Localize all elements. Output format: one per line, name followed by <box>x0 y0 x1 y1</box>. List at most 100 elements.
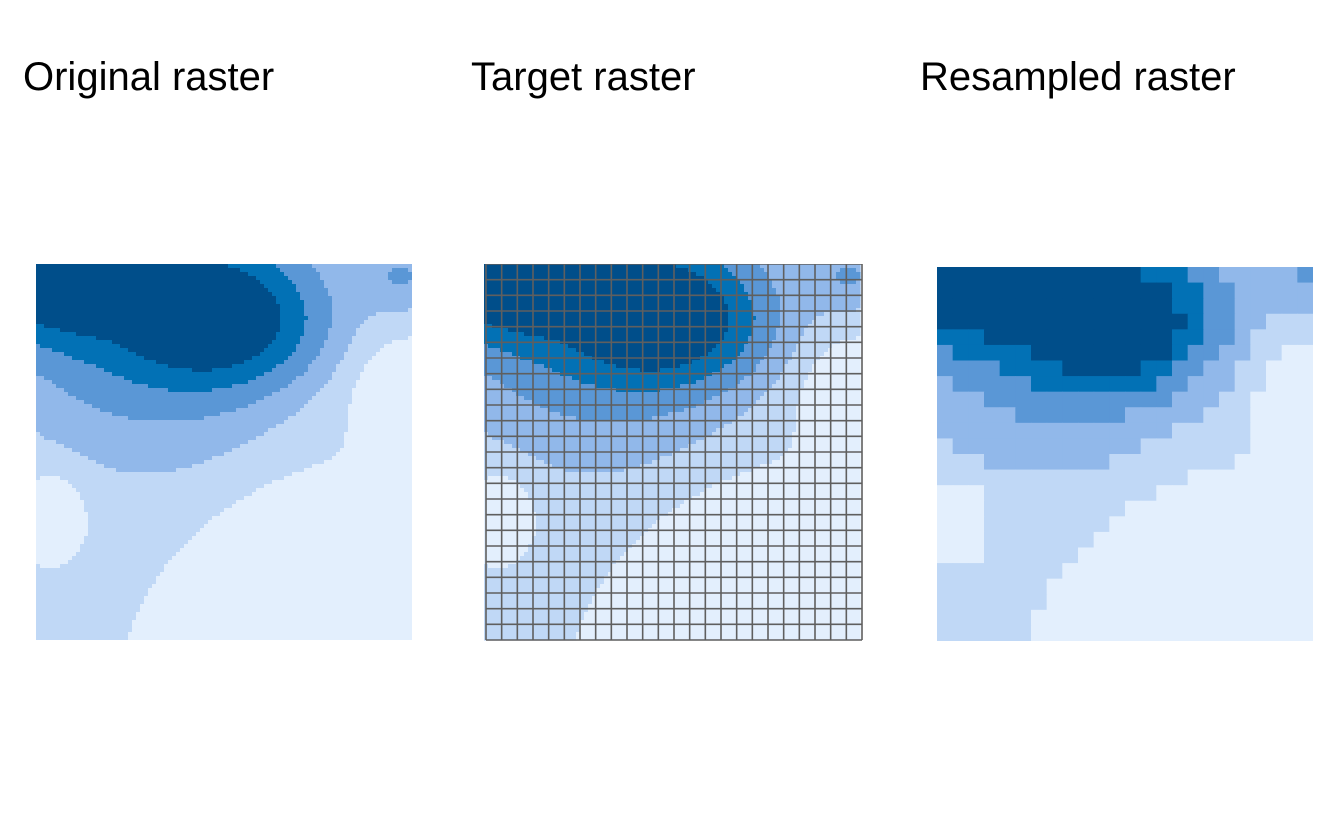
original-raster-cell <box>272 412 277 417</box>
original-raster-cell <box>400 444 405 449</box>
original-raster-cell <box>308 340 313 345</box>
original-raster-cell <box>96 448 101 453</box>
original-raster-cell <box>84 408 89 413</box>
original-raster-cell <box>244 288 249 293</box>
original-raster-cell <box>200 444 205 449</box>
original-raster-cell <box>204 336 209 341</box>
original-raster-cell <box>76 448 81 453</box>
original-raster-cell <box>184 344 189 349</box>
original-raster-cell <box>136 336 141 341</box>
original-raster-cell <box>336 324 341 329</box>
original-raster-cell <box>52 384 57 389</box>
original-raster-cell <box>108 372 113 377</box>
original-raster-cell <box>208 472 213 477</box>
original-raster-cell <box>196 388 201 393</box>
original-raster-cell <box>380 268 385 273</box>
original-raster-cell <box>64 340 69 345</box>
original-raster-cell <box>256 296 261 301</box>
original-raster-cell <box>220 344 225 349</box>
original-raster-cell <box>52 464 57 469</box>
original-raster-cell <box>40 308 45 313</box>
original-raster-cell <box>148 432 153 437</box>
original-raster-cell <box>296 380 301 385</box>
original-raster-cell <box>40 276 45 281</box>
original-raster-cell <box>132 292 137 297</box>
original-raster-cell <box>320 352 325 357</box>
original-raster-cell <box>296 292 301 297</box>
original-raster-cell <box>368 268 373 273</box>
original-raster-cell <box>104 396 109 401</box>
original-raster-cell <box>408 428 412 433</box>
original-raster-cell <box>180 464 185 469</box>
original-raster-cell <box>320 372 325 377</box>
original-raster-cell <box>96 400 101 405</box>
original-raster-cell <box>188 384 193 389</box>
original-raster-cell <box>368 360 373 365</box>
original-raster-cell <box>104 468 109 473</box>
original-raster-cell <box>120 460 125 465</box>
original-raster-cell <box>92 444 97 449</box>
original-raster-cell <box>96 376 101 381</box>
original-raster-cell <box>208 288 213 293</box>
original-raster-cell <box>348 352 353 357</box>
original-raster-cell <box>144 396 149 401</box>
original-raster-cell <box>192 380 197 385</box>
original-raster-cell <box>272 332 277 337</box>
original-raster-cell <box>304 424 309 429</box>
original-raster-cell <box>240 460 245 465</box>
original-raster-cell <box>340 284 345 289</box>
original-raster-cell <box>40 356 45 361</box>
original-raster-cell <box>404 292 409 297</box>
original-raster-cell <box>192 316 197 321</box>
original-raster-cell <box>44 452 49 457</box>
original-raster-cell <box>324 340 329 345</box>
original-raster-cell <box>156 400 161 405</box>
original-raster-cell <box>296 344 301 349</box>
original-raster-cell <box>112 332 117 337</box>
original-raster-cell <box>352 452 357 457</box>
original-raster-cell <box>80 352 85 357</box>
original-raster-cell <box>168 448 173 453</box>
original-raster-cell <box>120 380 125 385</box>
original-raster-cell <box>272 312 277 317</box>
original-raster-cell <box>140 396 145 401</box>
original-raster-cell <box>40 312 45 317</box>
original-raster-cell <box>276 332 281 337</box>
original-raster-cell <box>172 388 177 393</box>
original-raster-cell <box>276 288 281 293</box>
original-raster-cell <box>336 408 341 413</box>
original-raster-cell <box>68 296 73 301</box>
original-raster-cell <box>164 312 169 317</box>
original-raster-cell <box>292 388 297 393</box>
original-raster-cell <box>192 456 197 461</box>
original-raster-cell <box>320 292 325 297</box>
original-raster-cell <box>68 268 73 273</box>
original-raster-cell <box>380 348 385 353</box>
original-raster-cell <box>224 444 229 449</box>
original-raster-cell <box>276 460 281 465</box>
original-raster-cell <box>280 380 285 385</box>
original-raster-cell <box>296 304 301 309</box>
original-raster-cell <box>176 336 181 341</box>
original-raster-cell <box>220 328 225 333</box>
original-raster-cell <box>240 348 245 353</box>
original-raster-cell <box>308 428 313 433</box>
original-raster-cell <box>116 404 121 409</box>
original-raster-cell <box>304 404 309 409</box>
original-raster-cell <box>208 468 213 473</box>
original-raster-cell <box>264 368 269 373</box>
original-raster-cell <box>204 300 209 305</box>
original-raster-cell <box>404 412 409 417</box>
original-raster-cell <box>152 468 157 473</box>
original-raster-cell <box>284 308 289 313</box>
original-raster-cell <box>340 332 345 337</box>
original-raster-cell <box>296 336 301 341</box>
original-raster-cell <box>260 264 265 269</box>
original-raster-cell <box>236 308 241 313</box>
original-raster-cell <box>304 300 309 305</box>
original-raster-cell <box>156 268 161 273</box>
original-raster-cell <box>228 304 233 309</box>
original-raster-cell <box>292 400 297 405</box>
original-raster-cell <box>396 364 401 369</box>
original-raster-cell <box>324 272 329 277</box>
